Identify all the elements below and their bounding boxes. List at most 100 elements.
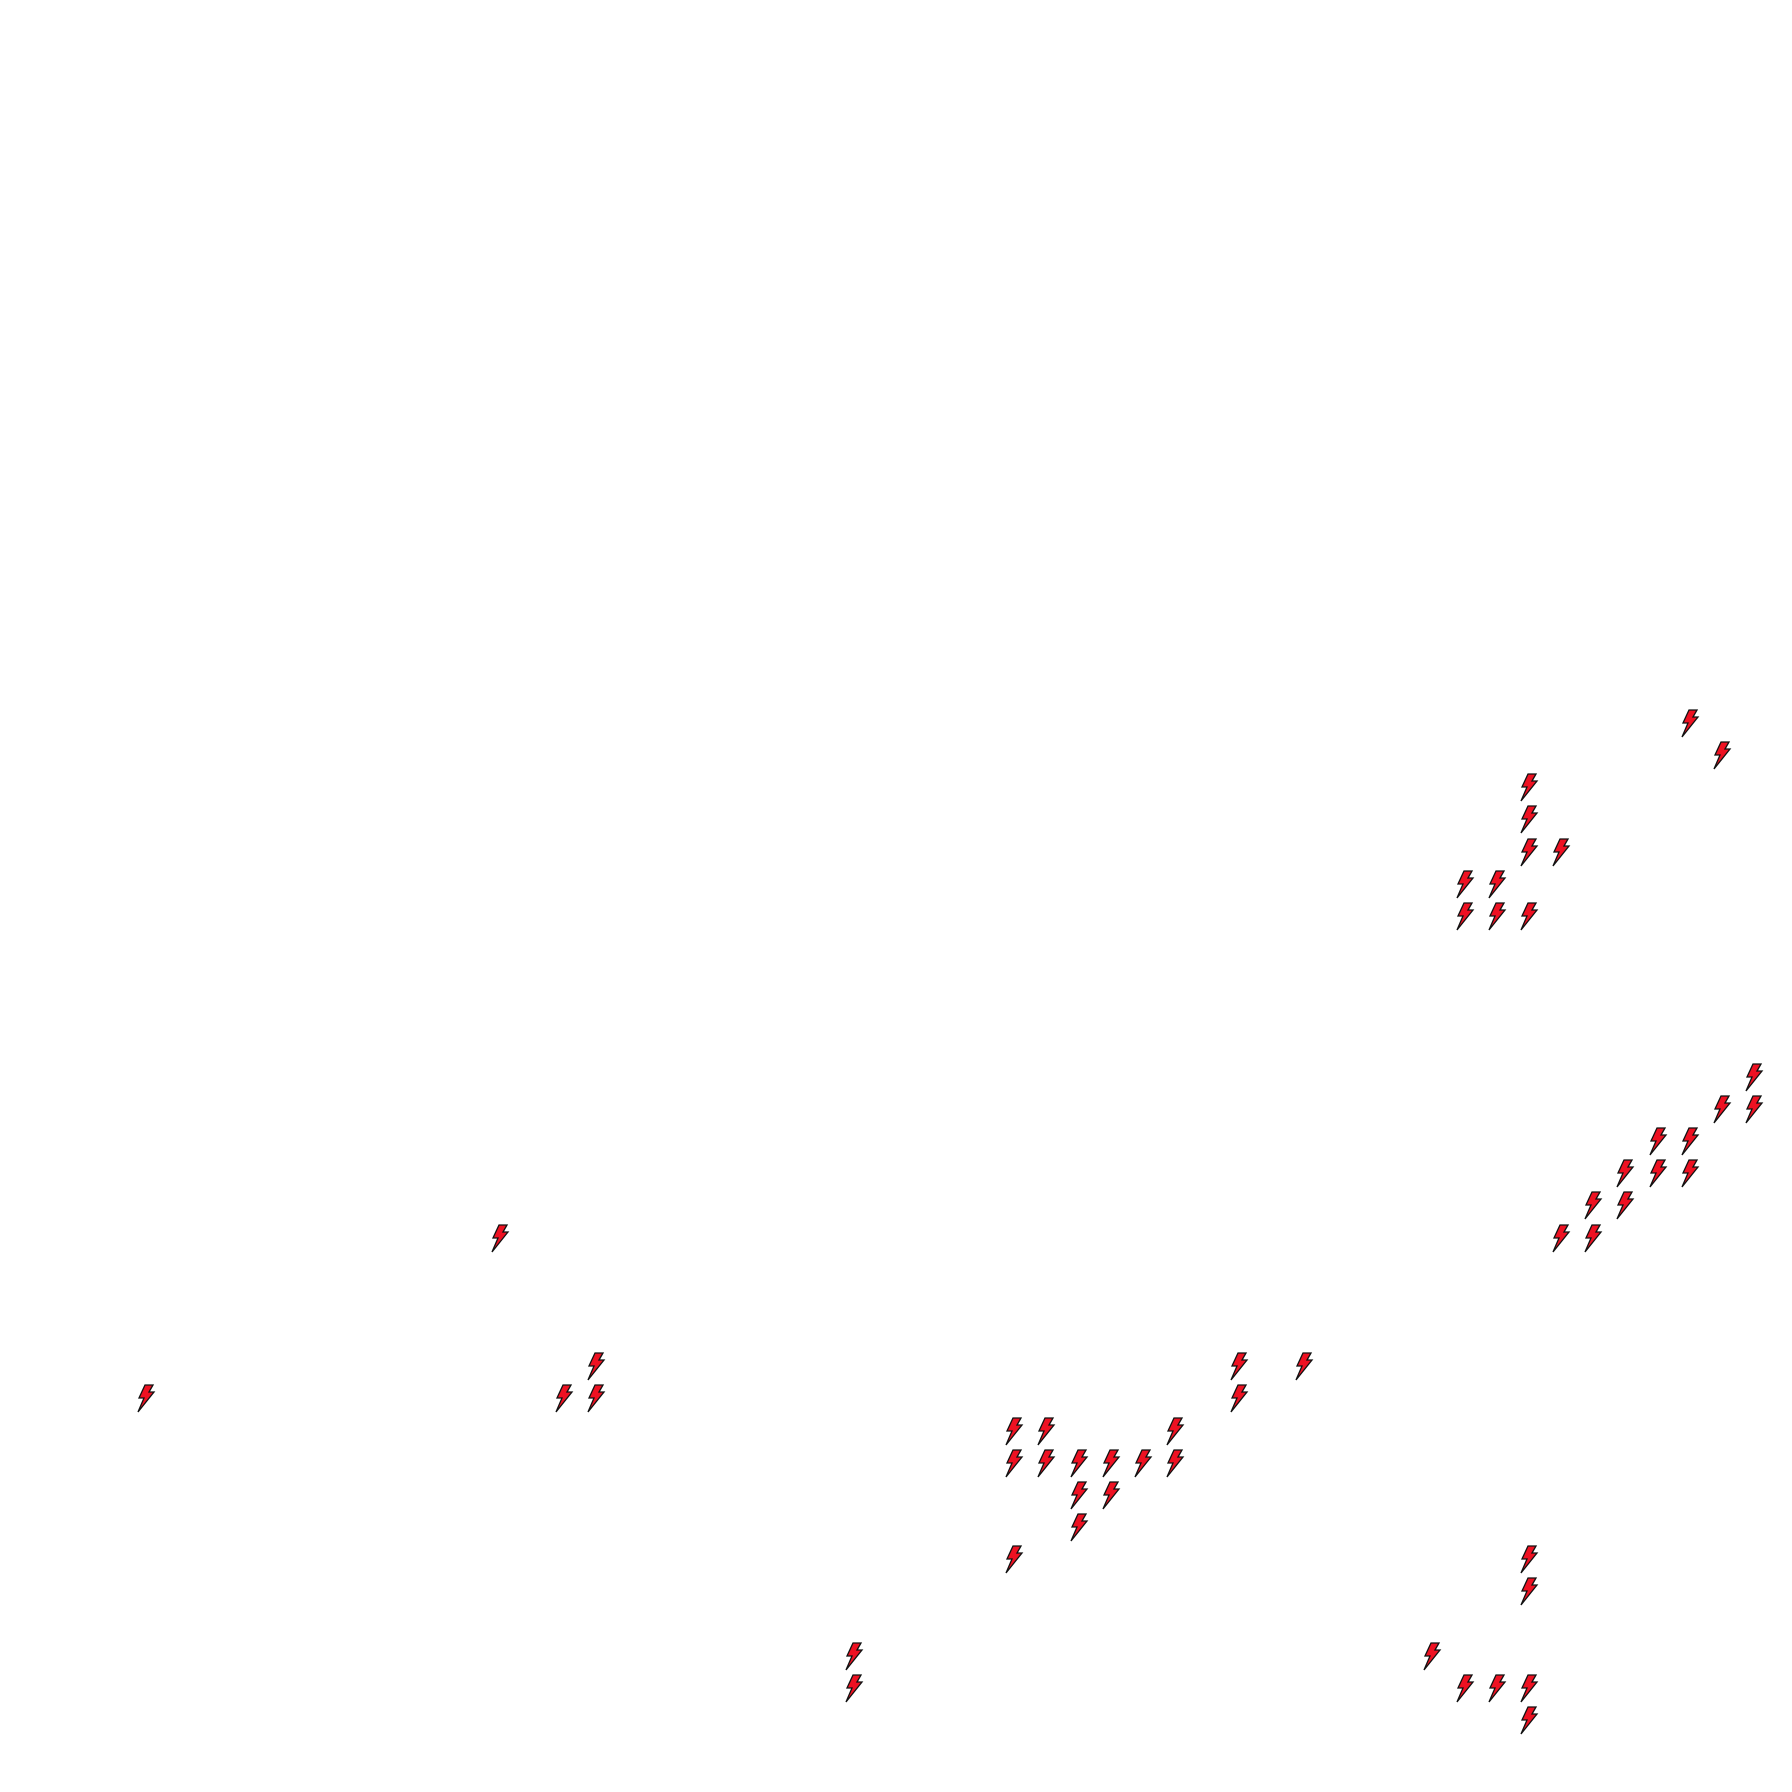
lightning-bolt-icon: [1037, 1416, 1056, 1445]
lightning-marker[interactable]: [1519, 837, 1539, 868]
lightning-marker[interactable]: [1004, 1545, 1024, 1575]
lightning-bolt-icon: [1713, 741, 1732, 770]
lightning-bolt-icon: [1584, 1191, 1603, 1220]
lightning-marker[interactable]: [1069, 1513, 1089, 1543]
lightning-bolt-icon: [1681, 1159, 1700, 1188]
lightning-bolt-icon: [1070, 1449, 1088, 1478]
lightning-marker[interactable]: [1229, 1352, 1249, 1382]
lightning-bolt-icon: [1713, 1095, 1732, 1124]
lightning-bolt-icon: [1488, 902, 1507, 931]
lightning-bolt-icon: [1616, 1159, 1635, 1188]
lightning-bolt-icon: [1745, 1095, 1764, 1124]
lightning-bolt-icon: [587, 1352, 606, 1381]
lightning-marker[interactable]: [1519, 902, 1539, 932]
lightning-bolt-icon: [844, 1674, 863, 1703]
lightning-bolt-icon: [1005, 1416, 1024, 1445]
lightning-marker[interactable]: [1519, 1706, 1539, 1736]
lightning-marker[interactable]: [1165, 1416, 1185, 1447]
lightning-bolt-icon: [1070, 1513, 1088, 1542]
lightning-marker[interactable]: [1712, 1095, 1732, 1125]
lightning-marker[interactable]: [1680, 709, 1700, 739]
lightning-marker[interactable]: [1036, 1416, 1056, 1447]
lightning-marker[interactable]: [136, 1384, 156, 1414]
lightning-bolt-icon: [1102, 1481, 1121, 1510]
lightning-marker[interactable]: [844, 1641, 864, 1672]
lightning-marker[interactable]: [1744, 1095, 1764, 1125]
lightning-bolt-icon: [1520, 902, 1539, 931]
lightning-marker[interactable]: [1648, 1159, 1668, 1189]
lightning-marker[interactable]: [1519, 773, 1539, 803]
lightning-bolt-icon: [1455, 870, 1474, 899]
lightning-marker[interactable]: [1455, 870, 1475, 900]
lightning-marker[interactable]: [1744, 1063, 1764, 1093]
lightning-marker[interactable]: [1615, 1191, 1635, 1221]
lightning-bolt-icon: [1455, 1674, 1474, 1703]
lightning-marker[interactable]: [1680, 1127, 1700, 1157]
lightning-bolt-icon: [1648, 1159, 1667, 1188]
lightning-marker[interactable]: [1519, 805, 1539, 835]
lightning-marker[interactable]: [586, 1384, 606, 1414]
lightning-bolt-icon: [1681, 1127, 1700, 1156]
lightning-bolt-icon: [1648, 1127, 1667, 1156]
lightning-bolt-icon: [1295, 1352, 1314, 1381]
lightning-bolt-icon: [1520, 837, 1539, 867]
lightning-marker[interactable]: [1294, 1352, 1314, 1382]
lightning-marker[interactable]: [1583, 1191, 1603, 1221]
lightning-marker[interactable]: [1519, 1577, 1539, 1607]
lightning-marker[interactable]: [1101, 1449, 1121, 1479]
lightning-bolt-icon: [1552, 837, 1571, 867]
lightning-bolt-icon: [1520, 773, 1539, 802]
lightning-bolt-icon: [1005, 1545, 1024, 1574]
lightning-bolt-icon: [555, 1384, 574, 1413]
lightning-bolt-icon: [1520, 1577, 1539, 1606]
lightning-marker[interactable]: [1004, 1449, 1024, 1479]
lightning-marker[interactable]: [490, 1223, 510, 1254]
lightning-marker[interactable]: [1648, 1127, 1668, 1157]
lightning-marker[interactable]: [1551, 1223, 1571, 1254]
lightning-bolt-icon: [1005, 1449, 1024, 1478]
lightning-bolt-icon: [1134, 1449, 1153, 1478]
lightning-bolt-icon: [1230, 1384, 1249, 1413]
lightning-bolt-icon: [1037, 1449, 1056, 1478]
lightning-bolt-icon: [1166, 1416, 1185, 1445]
lightning-marker[interactable]: [1036, 1449, 1056, 1479]
lightning-marker[interactable]: [1133, 1449, 1153, 1479]
lightning-bolt-icon: [1681, 709, 1700, 738]
lightning-marker[interactable]: [1455, 902, 1475, 932]
lightning-marker[interactable]: [1101, 1481, 1121, 1511]
lightning-bolt-icon: [1102, 1449, 1121, 1478]
lightning-marker[interactable]: [1519, 1545, 1539, 1575]
lightning-marker[interactable]: [1583, 1223, 1603, 1254]
lightning-marker[interactable]: [1519, 1674, 1539, 1704]
lightning-marker[interactable]: [586, 1352, 606, 1382]
lightning-marker[interactable]: [844, 1674, 864, 1704]
lightning-marker[interactable]: [1004, 1416, 1024, 1447]
lightning-bolt-icon: [1520, 1674, 1539, 1703]
lightning-bolt-icon: [1552, 1223, 1571, 1252]
lightning-bolt-icon: [491, 1223, 510, 1252]
lightning-marker[interactable]: [1422, 1641, 1442, 1672]
lightning-marker[interactable]: [1229, 1384, 1249, 1414]
lightning-marker[interactable]: [1487, 902, 1507, 932]
lightning-marker[interactable]: [1455, 1674, 1475, 1704]
lightning-bolt-icon: [1520, 1545, 1539, 1574]
lightning-bolt-icon: [1166, 1449, 1185, 1478]
lightning-bolt-icon: [1520, 805, 1539, 834]
lightning-marker[interactable]: [1712, 741, 1732, 771]
lightning-bolt-icon: [1520, 1706, 1539, 1735]
lightning-marker[interactable]: [1551, 837, 1571, 868]
lightning-bolt-icon: [1070, 1481, 1088, 1510]
lightning-marker[interactable]: [1680, 1159, 1700, 1189]
lightning-marker[interactable]: [1165, 1449, 1185, 1479]
lightning-marker[interactable]: [1069, 1481, 1089, 1511]
lightning-marker[interactable]: [554, 1384, 574, 1414]
lightning-bolt-icon: [844, 1641, 863, 1671]
lightning-marker[interactable]: [1069, 1449, 1089, 1479]
lightning-marker[interactable]: [1487, 1674, 1507, 1704]
lightning-marker[interactable]: [1487, 870, 1507, 900]
lightning-bolt-icon: [1230, 1352, 1249, 1381]
lightning-bolt-icon: [137, 1384, 156, 1413]
lightning-bolt-icon: [1423, 1641, 1442, 1671]
lightning-marker[interactable]: [1615, 1159, 1635, 1189]
